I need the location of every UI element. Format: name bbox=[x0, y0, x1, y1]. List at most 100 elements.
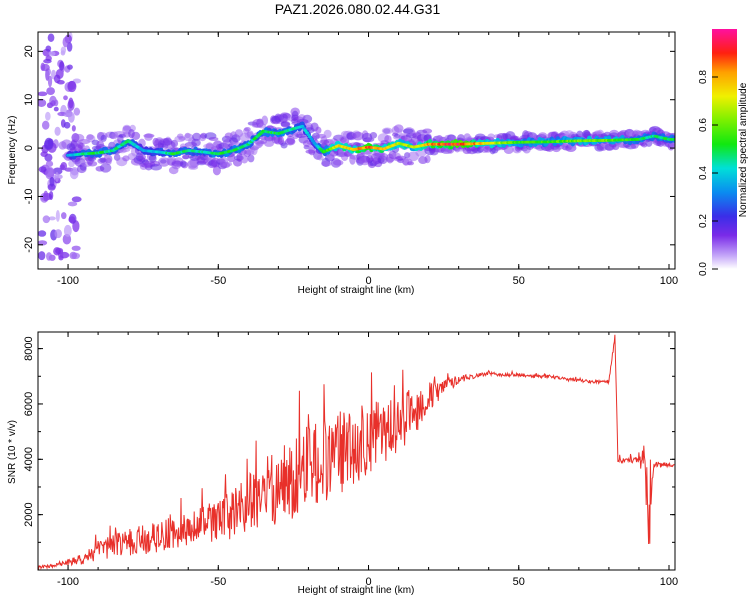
spectrogram-cell bbox=[45, 252, 52, 261]
spectrogram-cell bbox=[54, 126, 61, 136]
spectrogram-cell bbox=[85, 134, 96, 143]
spectrogram-cell bbox=[302, 114, 313, 124]
spectrogram-cell bbox=[53, 106, 59, 112]
spectrogram-cell bbox=[131, 131, 141, 141]
spectrogram-cell bbox=[48, 190, 54, 201]
spectrogram-cell bbox=[41, 120, 50, 130]
colorbar-tick-label: 0.2 bbox=[698, 214, 709, 228]
spectrogram-cell bbox=[303, 129, 308, 132]
colorbar-ticks: 0.0 0.2 0.4 0.6 0.8 bbox=[698, 70, 718, 276]
spectrogram-cell bbox=[63, 121, 71, 129]
x-tick-label: 50 bbox=[513, 576, 525, 588]
spectrogram-cell bbox=[68, 216, 76, 223]
spectrogram-cell bbox=[48, 216, 56, 221]
spectrogram-cell bbox=[71, 196, 82, 203]
spectrogram-cell bbox=[43, 190, 49, 202]
spectrogram-cell bbox=[48, 51, 56, 57]
spectrogram-cell bbox=[47, 183, 56, 191]
spectrogram-cell bbox=[41, 63, 50, 72]
colorbar-tick-label: 0.8 bbox=[698, 70, 709, 84]
spectrogram-cell bbox=[49, 176, 55, 187]
spectrogram-cell bbox=[264, 140, 274, 147]
spectrogram-cell bbox=[424, 155, 431, 164]
spectrogram-cell bbox=[170, 139, 179, 148]
spectrogram-cell bbox=[309, 137, 314, 141]
spectrogram-cell bbox=[63, 224, 72, 237]
x-tick-label: 50 bbox=[513, 275, 525, 287]
spectrogram-cell bbox=[38, 98, 47, 107]
y-tick-label: -10 bbox=[23, 188, 35, 204]
spectrogram-cell bbox=[54, 171, 59, 183]
spectrogram-cell bbox=[300, 124, 305, 128]
spectrogram-cell bbox=[222, 161, 233, 167]
y-tick-label: 20 bbox=[23, 45, 35, 57]
snr-ylabel: SNR (10 * v/v) bbox=[7, 420, 18, 484]
spectrogram-cell bbox=[71, 245, 81, 251]
spectrogram-cell bbox=[244, 127, 251, 132]
spectrogram-cell bbox=[47, 33, 55, 43]
colorbar-gradient bbox=[712, 29, 737, 269]
spectrogram-cell bbox=[415, 149, 427, 157]
y-tick-label: 6000 bbox=[23, 392, 35, 416]
spectrogram-cell bbox=[332, 159, 344, 166]
spectrogram-cell bbox=[286, 135, 295, 145]
spectrogram-cell bbox=[56, 80, 65, 85]
spectrogram-cell bbox=[69, 251, 78, 260]
spectrogram-cell bbox=[38, 91, 48, 97]
chart-title: PAZ1.2026.080.02.44.G31 bbox=[274, 1, 441, 17]
spectrogram-cell bbox=[55, 210, 60, 222]
snr-series-line bbox=[38, 334, 675, 570]
spectrogram-cell bbox=[38, 230, 47, 237]
spectrogram-cell bbox=[70, 167, 79, 176]
spectrogram-cell bbox=[396, 128, 403, 134]
spectrogram-cell bbox=[67, 64, 73, 70]
spectrogram-frame bbox=[37, 31, 676, 270]
spectrogram-cell bbox=[76, 164, 87, 174]
spectrogram-cell bbox=[280, 121, 290, 127]
spectrogram-cell bbox=[87, 160, 98, 167]
colorbar-tick-label: 0.6 bbox=[698, 118, 709, 132]
spectrogram-cell bbox=[63, 95, 68, 101]
colorbar: 0.0 0.2 0.4 0.6 0.8 Normalized spectral ampl… bbox=[698, 29, 749, 276]
spectrogram-cell bbox=[53, 247, 61, 256]
y-tick-label: 4000 bbox=[23, 447, 35, 471]
x-tick-label: 0 bbox=[365, 576, 371, 588]
spectrogram-cell bbox=[68, 111, 75, 123]
spectrogram-cell bbox=[71, 125, 76, 132]
x-tick-label: 0 bbox=[365, 275, 371, 287]
spectrogram-cell bbox=[46, 87, 55, 95]
spectrogram-cell bbox=[66, 42, 73, 52]
spectrogram-cell bbox=[38, 166, 47, 173]
spectrogram-cell bbox=[317, 154, 324, 161]
spectrogram-cell bbox=[407, 161, 415, 166]
spectrogram-cell bbox=[43, 58, 52, 64]
spectrogram-xlabel: Height of straight line (km) bbox=[298, 285, 415, 296]
spectrogram-cell bbox=[99, 163, 112, 173]
spectrogram-cell bbox=[208, 136, 219, 141]
spectrogram-cell bbox=[310, 139, 315, 143]
spectrogram-cell bbox=[67, 80, 77, 93]
spectrogram-cell bbox=[100, 134, 107, 142]
spectrogram-cell bbox=[144, 133, 153, 141]
spectrogram-cell bbox=[381, 127, 393, 135]
x-tick-label: -100 bbox=[57, 576, 79, 588]
spectrogram-cell bbox=[45, 167, 55, 180]
spectrogram-cell bbox=[150, 163, 162, 171]
spectrogram-cell bbox=[40, 151, 48, 157]
x-tick-label: -50 bbox=[210, 275, 226, 287]
snr-ticks: -100 -50 0 50 100 2000 4000 6000 8000 bbox=[23, 332, 678, 588]
spectrogram-cell bbox=[321, 160, 332, 167]
spectrogram-cell bbox=[422, 128, 433, 134]
spectrogram-cell bbox=[384, 135, 392, 144]
spectrogram-heatmap bbox=[38, 32, 675, 261]
spectrogram-cell bbox=[301, 127, 306, 130]
spectrogram-cell bbox=[162, 137, 173, 146]
spectrogram-cell bbox=[52, 167, 63, 175]
spectrogram-cell bbox=[402, 128, 414, 134]
spectrogram-cell bbox=[61, 212, 67, 220]
x-tick-label: 100 bbox=[660, 576, 678, 588]
spectrogram-cell bbox=[119, 147, 131, 153]
spectrogram-cell bbox=[38, 240, 48, 246]
